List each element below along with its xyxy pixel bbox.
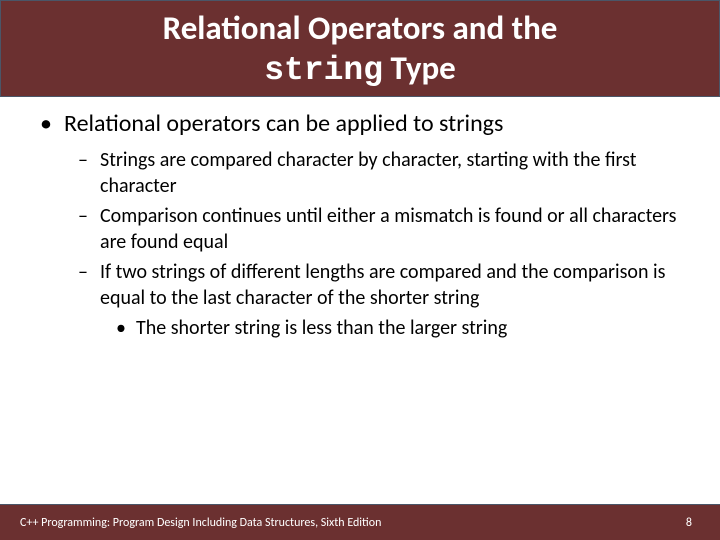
title-code: string [264, 52, 383, 89]
bullet-level2: – If two strings of different lengths ar… [78, 259, 680, 311]
bullet-text: The shorter string is less than the larg… [136, 315, 507, 341]
page-number: 8 [686, 516, 692, 530]
dash-marker: – [78, 203, 100, 255]
bullet-text: Comparison continues until either a mism… [100, 203, 680, 255]
slide-footer: C++ Programming: Program Design Includin… [0, 504, 720, 540]
dash-marker: – [78, 147, 100, 199]
bullet-text: If two strings of different lengths are … [100, 259, 680, 311]
bullet-level3: • The shorter string is less than the la… [116, 315, 680, 341]
slide-header: Relational Operators and the string Type [0, 0, 720, 97]
bullet-level2: – Comparison continues until either a mi… [78, 203, 680, 255]
dash-marker: – [78, 259, 100, 311]
footer-text: C++ Programming: Program Design Includin… [20, 516, 381, 530]
bullet-text: Strings are compared character by charac… [100, 147, 680, 199]
title-line2: string Type [1, 49, 719, 91]
bullet-text: Relational operators can be applied to s… [64, 109, 503, 139]
bullet-level1: • Relational operators can be applied to… [40, 109, 680, 139]
bullet-marker: • [116, 315, 136, 341]
bullet-level2: – Strings are compared character by char… [78, 147, 680, 199]
bullet-marker: • [40, 109, 64, 139]
title-line1: Relational Operators and the [1, 9, 719, 49]
slide-content: • Relational operators can be applied to… [0, 97, 720, 341]
title-rest: Type [383, 48, 456, 88]
